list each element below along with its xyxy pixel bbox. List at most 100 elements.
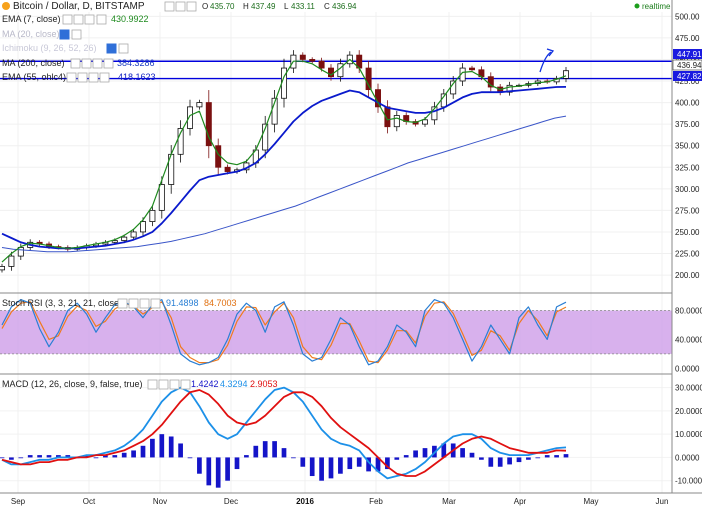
ema55-settings-button[interactable]	[66, 72, 77, 83]
candle-body	[121, 236, 128, 241]
macd-hist-bar	[488, 457, 494, 467]
time-axis-tick-label: May	[583, 497, 598, 506]
macd-hist-bar	[18, 457, 24, 459]
stoch-d-value: 84.7003	[204, 298, 237, 308]
trend-arrow	[539, 51, 552, 73]
ma200-value: 384.3286	[117, 58, 155, 68]
ohlc-high-value: 437.49	[251, 2, 276, 11]
signal-line	[1, 389, 567, 477]
candle-body	[487, 76, 494, 88]
macd-hist-bar	[187, 457, 193, 459]
candle-body	[299, 54, 306, 60]
indicator-legend: EMA (7, close) 430.9922 MA (20, close) I…	[2, 14, 156, 83]
macd-hist-bar	[356, 457, 362, 467]
stoch-eye-button[interactable]	[128, 298, 139, 309]
ohlc-close-label: C	[324, 2, 330, 11]
candle-body	[224, 166, 231, 172]
ohlc-low-value: 433.11	[291, 2, 315, 11]
candle-body	[205, 102, 212, 147]
price-axis-tick-label: 250.00	[675, 228, 700, 237]
time-axis-tick-label: 2016	[296, 497, 314, 506]
macd-hist-bar	[262, 441, 268, 458]
candle-body	[149, 209, 156, 222]
ma200-eye-button[interactable]	[81, 58, 92, 69]
candle-body	[506, 84, 513, 93]
macd-signal-value: 2.9053	[250, 379, 278, 389]
macd-hist-bar	[535, 457, 541, 459]
macd-hist-bar	[300, 457, 306, 467]
macd-hist-bar	[9, 457, 14, 460]
macd-hist-bar	[215, 457, 221, 488]
macd-hist-bar	[140, 445, 146, 458]
price-axis-tick-label: 300.00	[675, 185, 700, 194]
ema55-label: EMA (55, ohlc4)	[2, 72, 66, 82]
macd-hist-bar	[394, 457, 400, 460]
macd-hist-bar	[56, 455, 61, 458]
time-axis-tick-label: Apr	[514, 497, 527, 506]
stoch-settings-button[interactable]	[117, 298, 128, 309]
macd-close-button[interactable]	[169, 379, 180, 390]
macd-hist-bar	[27, 455, 33, 458]
ma200-settings-button[interactable]	[70, 58, 81, 69]
candle-body	[469, 67, 475, 71]
macd-eye-button[interactable]	[158, 379, 169, 390]
time-axis-tick-label: Jun	[656, 497, 669, 506]
macd-hist-bar	[328, 457, 334, 479]
ema55-close-button[interactable]	[88, 72, 99, 83]
time-axis-tick-label: Mar	[442, 497, 456, 506]
ma20-toggle-button[interactable]	[59, 29, 70, 40]
ma20-more-button[interactable]	[71, 29, 82, 40]
macd-settings-button[interactable]	[147, 379, 158, 390]
stoch-axis-tick-label: 40.0000	[675, 335, 702, 344]
stoch-close-button[interactable]	[139, 298, 150, 309]
trend-arrow-head	[546, 48, 555, 57]
macd-hist-bar	[497, 457, 503, 467]
stoch-axis-tick-label: 0.0000	[675, 364, 700, 373]
ema55-more-button[interactable]	[99, 72, 110, 83]
candle-body	[431, 106, 438, 121]
stoch-legend: Stoch RSI (3, 3, 21, 21, close) 91.4898 …	[2, 298, 237, 309]
time-axis-tick-label: Sep	[11, 497, 26, 506]
macd-hist-bar	[469, 452, 475, 458]
ma200-close-button[interactable]	[92, 58, 103, 69]
ema55-line	[1, 86, 567, 250]
close-button[interactable]	[186, 1, 197, 12]
ichimoku-label: Ichimoku (9, 26, 52, 26)	[2, 43, 97, 53]
ema7-close-button[interactable]	[84, 14, 95, 25]
macd-more-button[interactable]	[180, 379, 191, 390]
price-axis-tick-label: 200.00	[675, 271, 700, 280]
settings-button[interactable]	[164, 1, 175, 12]
ema55-eye-button[interactable]	[77, 72, 88, 83]
price-tag-upper: 447.91	[673, 49, 702, 59]
ema7-settings-button[interactable]	[62, 14, 73, 25]
macd-hist-bar	[460, 448, 465, 458]
candle-body	[8, 255, 15, 267]
macd-hist-bar	[168, 436, 174, 458]
ema7-more-button[interactable]	[96, 14, 107, 25]
eye-button[interactable]	[175, 1, 186, 12]
candle-body	[459, 67, 466, 82]
candle-body	[0, 266, 5, 271]
macd-hist-bar	[291, 457, 296, 459]
ma200-more-button[interactable]	[103, 58, 114, 69]
macd-hist-bar	[338, 457, 343, 474]
macd-hist-bar	[403, 455, 409, 458]
macd-hist-bar	[375, 457, 381, 472]
ohlc-close-value: 436.94	[332, 2, 357, 11]
macd-hist-bar	[413, 450, 418, 458]
stoch-more-button[interactable]	[150, 298, 161, 309]
ma200-label: MA (200, close)	[2, 58, 65, 68]
ichimoku-more-button[interactable]	[118, 43, 129, 54]
macd-hist-bar	[0, 457, 5, 459]
ema7-eye-button[interactable]	[73, 14, 84, 25]
macd-hist-bar	[554, 455, 559, 458]
stoch-k-line	[1, 299, 567, 366]
macd-legend: MACD (12, 26, close, 9, false, true) 1.4…	[2, 379, 278, 390]
macd-hist-bar	[309, 457, 315, 477]
ichimoku-toggle-button[interactable]	[106, 43, 117, 54]
macd-hist-bar	[46, 455, 52, 458]
macd-hist-bar	[84, 455, 89, 458]
